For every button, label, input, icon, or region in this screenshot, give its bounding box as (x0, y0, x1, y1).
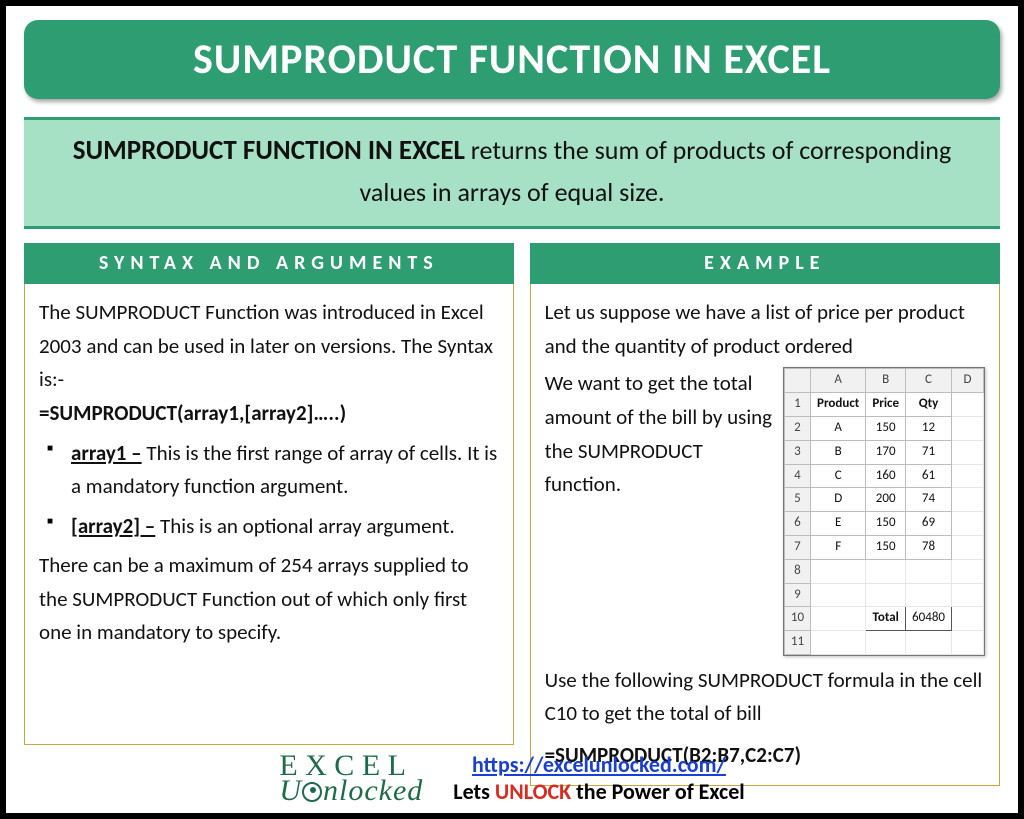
syntax-header: SYNTAX AND ARGUMENTS (24, 243, 514, 284)
footer: E X C E L Unlocked https://excelunlocked… (24, 745, 1000, 805)
syntax-body: The SUMPRODUCT Function was introduced i… (24, 284, 514, 745)
syntax-intro: The SUMPRODUCT Function was introduced i… (39, 296, 499, 397)
brand-logo: E X C E L Unlocked (279, 753, 423, 804)
footer-link[interactable]: https://excelunlocked.com/ (472, 751, 726, 778)
argument-desc: This is an optional array argument. (155, 513, 454, 539)
title-bar: SUMPRODUCT FUNCTION IN EXCEL (24, 20, 1000, 99)
example-p1: Let us suppose we have a list of price p… (545, 296, 985, 363)
subtitle-lead: SUMPRODUCT FUNCTION IN EXCEL (73, 134, 465, 167)
main-title: SUMPRODUCT FUNCTION IN EXCEL (34, 34, 990, 85)
syntax-formula: =SUMPRODUCT(array1,[array2]…..) (39, 397, 499, 431)
keyhole-icon (302, 782, 322, 802)
columns-container: SYNTAX AND ARGUMENTS The SUMPRODUCT Func… (24, 243, 1000, 745)
footer-tagline: Lets UNLOCK the Power of Excel (453, 778, 744, 805)
logo-bottom-row: Unlocked (279, 778, 423, 804)
syntax-column: SYNTAX AND ARGUMENTS The SUMPRODUCT Func… (24, 243, 514, 745)
tag-unlock: UNLOCK (495, 778, 571, 805)
syntax-outro: There can be a maximum of 254 arrays sup… (39, 549, 499, 650)
subtitle-band: SUMPRODUCT FUNCTION IN EXCEL returns the… (24, 117, 1000, 229)
argument-name: [array2] – (71, 513, 155, 539)
footer-text: https://excelunlocked.com/ Lets UNLOCK t… (453, 751, 744, 805)
tag-post: the Power of Excel (571, 778, 744, 805)
argument-item: [array2] – This is an optional array arg… (43, 510, 499, 544)
example-body: Let us suppose we have a list of price p… (530, 284, 1000, 786)
tag-pre: Lets (453, 778, 495, 805)
mini-spreadsheet: ABCD1ProductPriceQty2A150123B170714C1606… (783, 367, 985, 656)
example-p3: Use the following SUMPRODUCT formula in … (545, 664, 985, 731)
argument-item: array1 – This is the first range of arra… (43, 437, 499, 504)
argument-list: array1 – This is the first range of arra… (43, 437, 499, 544)
logo-bottom: nlocked (323, 774, 423, 807)
example-column: EXAMPLE Let us suppose we have a list of… (530, 243, 1000, 745)
example-mid-row: We want to get the total amount of the b… (545, 367, 985, 656)
example-p2: We want to get the total amount of the b… (545, 367, 773, 501)
mini-spreadsheet-table: ABCD1ProductPriceQty2A150123B170714C1606… (784, 368, 984, 655)
example-header: EXAMPLE (530, 243, 1000, 284)
argument-name: array1 – (71, 440, 142, 466)
infographic-card: SUMPRODUCT FUNCTION IN EXCEL SUMPRODUCT … (0, 0, 1024, 819)
